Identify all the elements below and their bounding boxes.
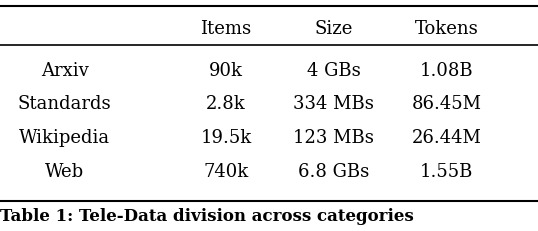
Text: Items: Items [200,20,252,38]
Text: 26.44M: 26.44M [412,128,482,146]
Text: 123 MBs: 123 MBs [293,128,374,146]
Text: 740k: 740k [203,162,249,180]
Text: Arxiv: Arxiv [41,61,88,79]
Text: 4 GBs: 4 GBs [307,61,360,79]
Text: Web: Web [45,162,84,180]
Text: Standards: Standards [18,95,111,113]
Text: 86.45M: 86.45M [412,95,482,113]
Text: 334 MBs: 334 MBs [293,95,374,113]
Text: Size: Size [314,20,353,38]
Text: 6.8 GBs: 6.8 GBs [298,162,369,180]
Text: Tokens: Tokens [415,20,478,38]
Text: Table 1: Tele-Data division across categories: Table 1: Tele-Data division across categ… [0,207,414,224]
Text: 90k: 90k [209,61,243,79]
Text: 19.5k: 19.5k [200,128,252,146]
Text: 2.8k: 2.8k [206,95,246,113]
Text: 1.55B: 1.55B [420,162,473,180]
Text: Wikipedia: Wikipedia [19,128,110,146]
Text: 1.08B: 1.08B [420,61,473,79]
